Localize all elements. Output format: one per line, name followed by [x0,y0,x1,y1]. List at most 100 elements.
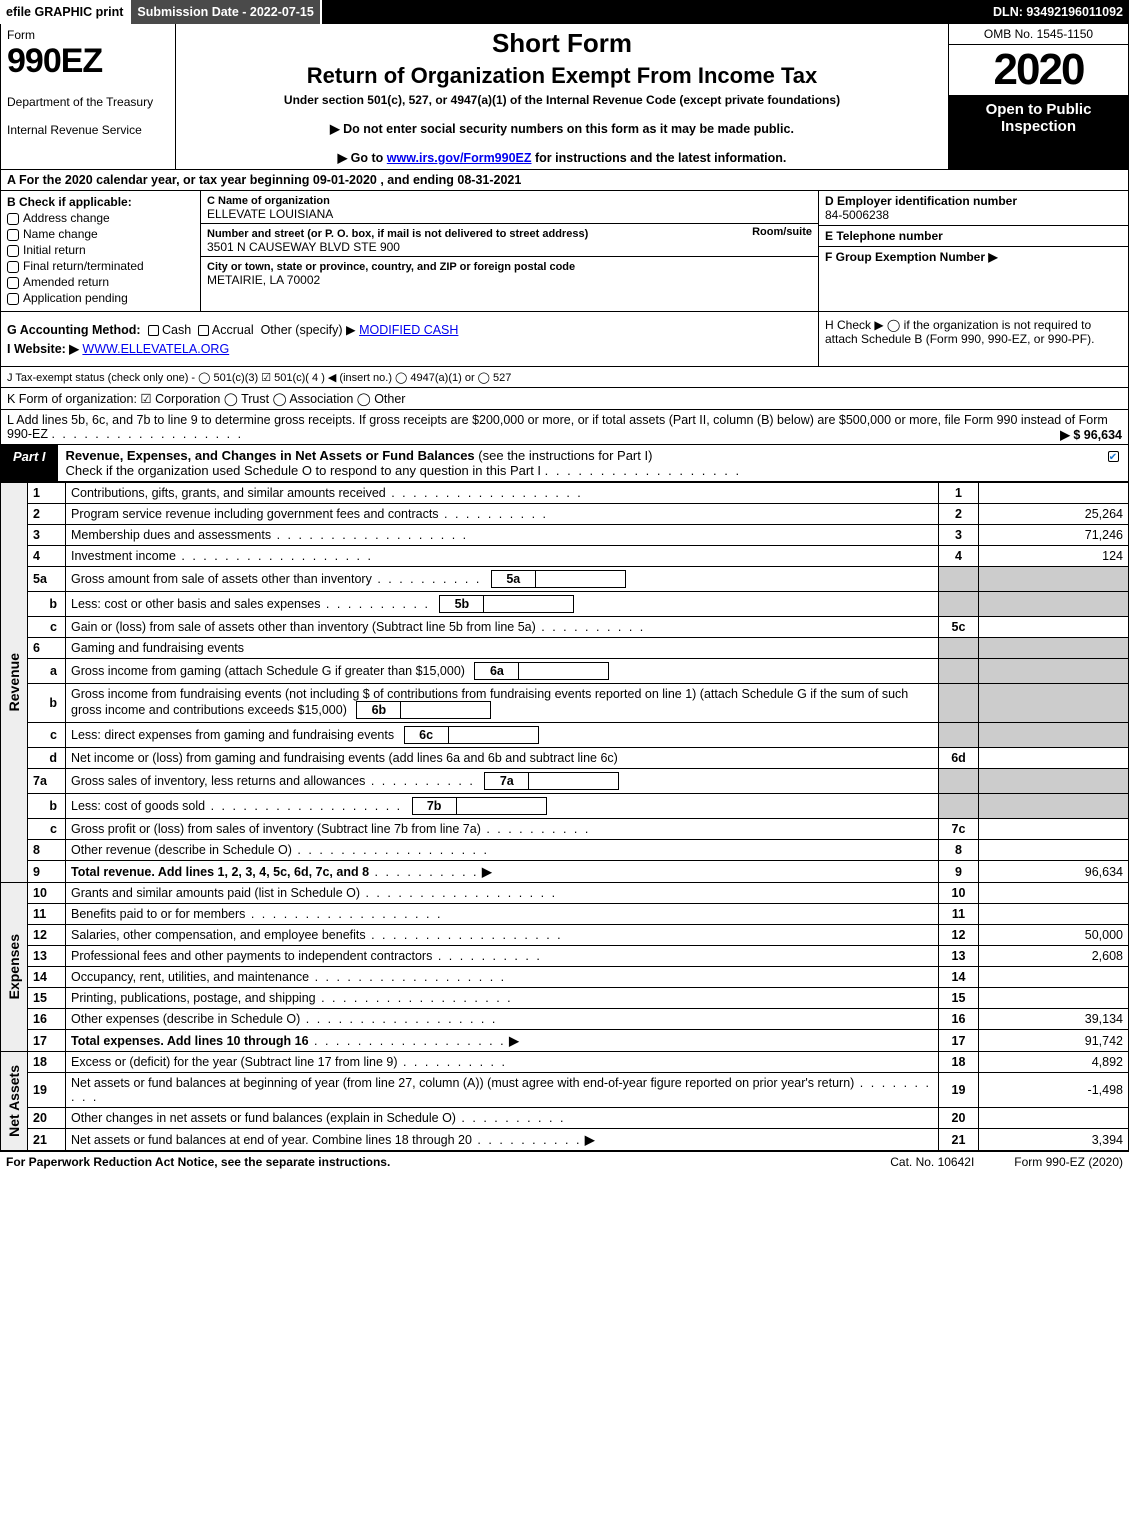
d-ein-row: D Employer identification number 84-5006… [819,191,1128,226]
line-num: b [28,684,66,723]
line-amt: 2,608 [979,946,1129,967]
line-6b: b Gross income from fundraising events (… [1,684,1129,723]
chk-final-return[interactable]: Final return/terminated [7,259,194,273]
arrow-icon: ▶ [585,1133,595,1147]
tax-year: 2020 [949,45,1128,95]
side-net-assets: Net Assets [1,1052,28,1151]
line-7a: 7a Gross sales of inventory, less return… [1,769,1129,794]
c-addr-label: Number and street (or P. O. box, if mail… [207,228,588,240]
line-17: 17 Total expenses. Add lines 10 through … [1,1030,1129,1052]
chk-name-change[interactable]: Name change [7,227,194,241]
line-box: 11 [939,904,979,925]
mini-box: 7a [484,772,529,790]
ghi-left: G Accounting Method: Cash Accrual Other … [1,312,818,366]
irs-link[interactable]: www.irs.gov/Form990EZ [387,151,532,165]
line-desc: Total expenses. Add lines 10 through 16 … [66,1030,939,1052]
radio-cash[interactable] [148,325,159,336]
line-box: 7c [939,819,979,840]
line-amt: 25,264 [979,504,1129,525]
line-desc: Gross sales of inventory, less returns a… [66,769,939,794]
line-5c: c Gain or (loss) from sale of assets oth… [1,617,1129,638]
shade-cell [939,794,979,819]
chk-address-change[interactable]: Address change [7,211,194,225]
line-desc: Program service revenue including govern… [66,504,939,525]
line-box: 14 [939,967,979,988]
g-other-value[interactable]: MODIFIED CASH [359,323,458,337]
line-2: 2 Program service revenue including gove… [1,504,1129,525]
line-num: 9 [28,861,66,883]
line-13: 13 Professional fees and other payments … [1,946,1129,967]
line-21: 21 Net assets or fund balances at end of… [1,1129,1129,1151]
part1-title-wrap: Revenue, Expenses, and Changes in Net As… [58,445,1098,481]
shade-cell [939,723,979,748]
line-box: 8 [939,840,979,861]
line-box: 13 [939,946,979,967]
radio-accrual[interactable] [198,325,209,336]
mini-val [401,701,491,719]
hint-goto: ▶ Go to www.irs.gov/Form990EZ for instru… [182,150,942,165]
shade-cell [979,769,1129,794]
shade-cell [939,659,979,684]
chk-application-pending[interactable]: Application pending [7,291,194,305]
line-5b: b Less: cost or other basis and sales ex… [1,592,1129,617]
line-num: 16 [28,1009,66,1030]
line-box: 2 [939,504,979,525]
line-7b: b Less: cost of goods sold 7b [1,794,1129,819]
line-num: b [28,794,66,819]
shade-cell [939,638,979,659]
row-h: H Check ▶ ◯ if the organization is not r… [818,312,1128,366]
line-desc: Contributions, gifts, grants, and simila… [66,483,939,504]
line-20: 20 Other changes in net assets or fund b… [1,1108,1129,1129]
line-amt: 96,634 [979,861,1129,883]
line-16: 16 Other expenses (describe in Schedule … [1,1009,1129,1030]
line-11: 11 Benefits paid to or for members 11 [1,904,1129,925]
c-name-row: C Name of organization ELLEVATE LOUISIAN… [201,191,818,224]
mini-box: 6b [356,701,401,719]
line-num: c [28,723,66,748]
line-desc: Other revenue (describe in Schedule O) [66,840,939,861]
line-15: 15 Printing, publications, postage, and … [1,988,1129,1009]
col-b: B Check if applicable: Address change Na… [1,191,201,311]
website-link[interactable]: WWW.ELLEVATELA.ORG [82,342,229,356]
top-spacer [322,0,987,24]
checkbox-icon [7,229,19,241]
e-phone-row: E Telephone number [819,226,1128,247]
line-box: 18 [939,1052,979,1073]
under-section: Under section 501(c), 527, or 4947(a)(1)… [182,93,942,107]
line-desc: Less: direct expenses from gaming and fu… [66,723,939,748]
mini-val [484,595,574,613]
row-a-tax-year: A For the 2020 calendar year, or tax yea… [0,170,1129,191]
line-amt: 50,000 [979,925,1129,946]
mini-val [457,797,547,815]
page-footer: For Paperwork Reduction Act Notice, see … [0,1151,1129,1172]
room-label: Room/suite [752,226,812,238]
line-desc: Net assets or fund balances at end of ye… [66,1129,939,1151]
chk-initial-return[interactable]: Initial return [7,243,194,257]
chk-amended-return[interactable]: Amended return [7,275,194,289]
i-label: I Website: ▶ [7,342,79,356]
line-num: 19 [28,1073,66,1108]
line-desc: Investment income [66,546,939,567]
line-desc: Membership dues and assessments [66,525,939,546]
line-desc: Total revenue. Add lines 1, 2, 3, 4, 5c,… [66,861,939,883]
line-desc: Less: cost or other basis and sales expe… [66,592,939,617]
part1-checkbox[interactable] [1098,445,1128,481]
footer-cat: Cat. No. 10642I [890,1155,974,1169]
c-addr-row: Number and street (or P. O. box, if mail… [201,224,818,257]
checkbox-icon [7,245,19,257]
dots [545,463,741,478]
g-cash: Cash [162,323,191,337]
line-amt [979,483,1129,504]
line-amt [979,617,1129,638]
checkbox-icon [7,213,19,225]
form-title: Return of Organization Exempt From Incom… [182,63,942,89]
chk-label: Final return/terminated [23,259,144,273]
shade-cell [939,567,979,592]
header-center: Short Form Return of Organization Exempt… [176,24,948,169]
line-box: 9 [939,861,979,883]
f-group-label: F Group Exemption Number ▶ [825,250,998,264]
line-num: 2 [28,504,66,525]
e-phone-label: E Telephone number [825,229,943,243]
line-7c: c Gross profit or (loss) from sales of i… [1,819,1129,840]
line-amt: -1,498 [979,1073,1129,1108]
